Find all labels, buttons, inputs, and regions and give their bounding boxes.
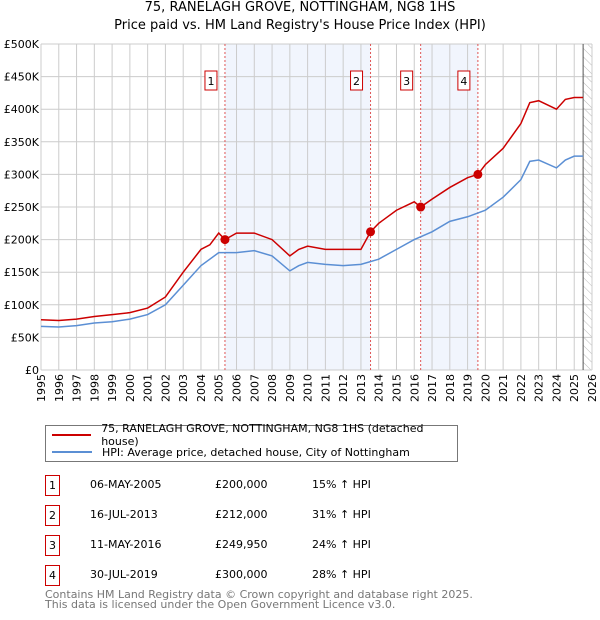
x-tick-label: 2003: [177, 374, 190, 402]
x-tick-label: 1997: [71, 374, 84, 402]
x-tick-label: 2008: [266, 374, 279, 402]
x-tick-label: 2001: [142, 374, 155, 402]
sale-hpi-diff: 24% ↑ HPI: [312, 538, 371, 551]
chart-subtitle: Price paid vs. HM Land Registry's House …: [114, 18, 486, 33]
legend-swatch-red: [52, 434, 92, 436]
sale-label: 2: [353, 75, 360, 88]
x-tick-label: 2024: [550, 374, 563, 402]
sale-date: 11-MAY-2016: [90, 538, 162, 551]
x-tick-label: 2000: [124, 374, 137, 402]
x-tick-label: 2015: [390, 374, 403, 402]
hpi-line: [40, 155, 584, 328]
x-tick-label: 2020: [479, 374, 492, 402]
sale-row: 1 06-MAY-2005 £200,000 15% ↑ HPI: [45, 475, 465, 496]
y-tick-label: £500K: [4, 38, 40, 51]
x-tick-label: 1996: [53, 374, 66, 402]
legend-label: HPI: Average price, detached house, City…: [102, 445, 410, 459]
sale-point: [473, 169, 483, 179]
sale-label-box: [204, 70, 218, 91]
sale-price: £249,950: [215, 538, 268, 551]
x-tick-label: 2025: [568, 374, 581, 402]
x-tick-label: 2011: [319, 374, 332, 402]
sale-label-box: [400, 70, 414, 91]
sale-hpi-diff: 28% ↑ HPI: [312, 568, 371, 581]
y-tick-label: £200K: [4, 234, 40, 247]
x-tick-label: 2023: [533, 374, 546, 402]
y-tick-label: £250K: [4, 201, 40, 214]
sale-date: 06-MAY-2005: [90, 478, 162, 491]
y-tick-label: £100K: [4, 299, 40, 312]
x-tick-label: 2006: [231, 374, 244, 402]
x-tick-label: 2012: [337, 374, 350, 402]
sale-number-badge: 4: [45, 565, 60, 586]
sale-row: 2 16-JUL-2013 £212,000 31% ↑ HPI: [45, 505, 465, 526]
sale-hpi-diff: 15% ↑ HPI: [312, 478, 371, 491]
sale-number-badge: 3: [45, 535, 60, 556]
sale-label-box: [350, 70, 364, 91]
y-tick-label: £450K: [4, 71, 40, 84]
sale-price: £200,000: [215, 478, 268, 491]
sale-label: 1: [207, 75, 214, 88]
sale-point: [220, 235, 230, 245]
sale-number-badge: 2: [45, 505, 60, 526]
x-tick-label: 2022: [515, 374, 528, 402]
plot-area: 1995 1996 1997 1998 1999 2000 2001 2002 2003 2004…: [4, 38, 599, 402]
legend-swatch-blue: [52, 451, 92, 453]
legend-item-property: 75, RANELAGH GROVE, NOTTINGHAM, NG8 1HS …: [52, 422, 457, 448]
y-tick-label: £350K: [4, 136, 40, 149]
x-tick-label: 2017: [426, 374, 439, 402]
sale-label-box: [457, 70, 471, 91]
y-tick-label: £400K: [4, 103, 40, 116]
x-tick-label: 2005: [213, 374, 226, 402]
x-tick-label: 2014: [373, 374, 386, 402]
x-tick-label: 2021: [497, 374, 510, 402]
sale-price: £212,000: [215, 508, 268, 521]
x-tick-label: 2007: [248, 374, 261, 402]
x-tick-label: 2018: [444, 374, 457, 402]
x-tick-label: 2004: [195, 374, 208, 402]
x-tick-label: 2002: [159, 374, 172, 402]
x-tick-label: 1995: [35, 374, 48, 402]
sale-row: 3 11-MAY-2016 £249,950 24% ↑ HPI: [45, 535, 465, 556]
sale-row: 4 30-JUL-2019 £300,000 28% ↑ HPI: [45, 565, 465, 586]
y-tick-label: £300K: [4, 168, 40, 181]
x-tick-label: 2026: [586, 374, 599, 402]
sale-date: 30-JUL-2019: [90, 568, 158, 581]
x-tick-label: 2013: [355, 374, 368, 402]
property-price-line: [40, 96, 584, 322]
sale-number-badge: 1: [45, 475, 60, 496]
footer-line-2: This data is licensed under the Open Gov…: [45, 598, 396, 611]
footer-line-1: Contains HM Land Registry data © Crown c…: [45, 588, 473, 601]
sale-label: 3: [403, 75, 410, 88]
legend: 75, RANELAGH GROVE, NOTTINGHAM, NG8 1HS …: [45, 422, 458, 462]
sale-point: [416, 202, 426, 212]
y-tick-label: £50K: [11, 331, 40, 344]
x-tick-label: 1999: [106, 374, 119, 402]
sale-point: [366, 227, 376, 237]
legend-item-hpi: HPI: Average price, detached house, City…: [52, 444, 410, 460]
sale-date: 16-JUL-2013: [90, 508, 158, 521]
sale-label: 4: [460, 75, 467, 88]
sale-hpi-diff: 31% ↑ HPI: [312, 508, 371, 521]
x-tick-label: 2009: [284, 374, 297, 402]
sale-price: £300,000: [215, 568, 268, 581]
x-tick-label: 1998: [88, 374, 101, 402]
y-tick-label: £150K: [4, 266, 40, 279]
x-tick-label: 2010: [302, 374, 315, 402]
y-tick-label: £0: [25, 364, 39, 377]
legend-label: 75, RANELAGH GROVE, NOTTINGHAM, NG8 1HS …: [101, 422, 424, 448]
chart-title: 75, RANELAGH GROVE, NOTTINGHAM, NG8 1HS: [144, 0, 456, 15]
x-tick-label: 2016: [408, 374, 421, 402]
x-tick-label: 2019: [462, 374, 475, 402]
